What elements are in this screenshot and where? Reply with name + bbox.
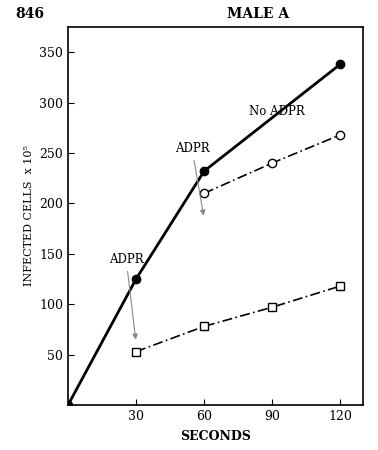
Text: ADPR: ADPR <box>109 253 144 338</box>
Text: MALE A: MALE A <box>227 7 289 21</box>
Text: No ADPR: No ADPR <box>249 105 305 118</box>
Y-axis label: INFECTED CELLS  x 10⁵: INFECTED CELLS x 10⁵ <box>23 145 34 287</box>
Text: 846: 846 <box>15 7 44 21</box>
Text: ADPR: ADPR <box>175 142 209 215</box>
X-axis label: SECONDS: SECONDS <box>180 430 251 443</box>
